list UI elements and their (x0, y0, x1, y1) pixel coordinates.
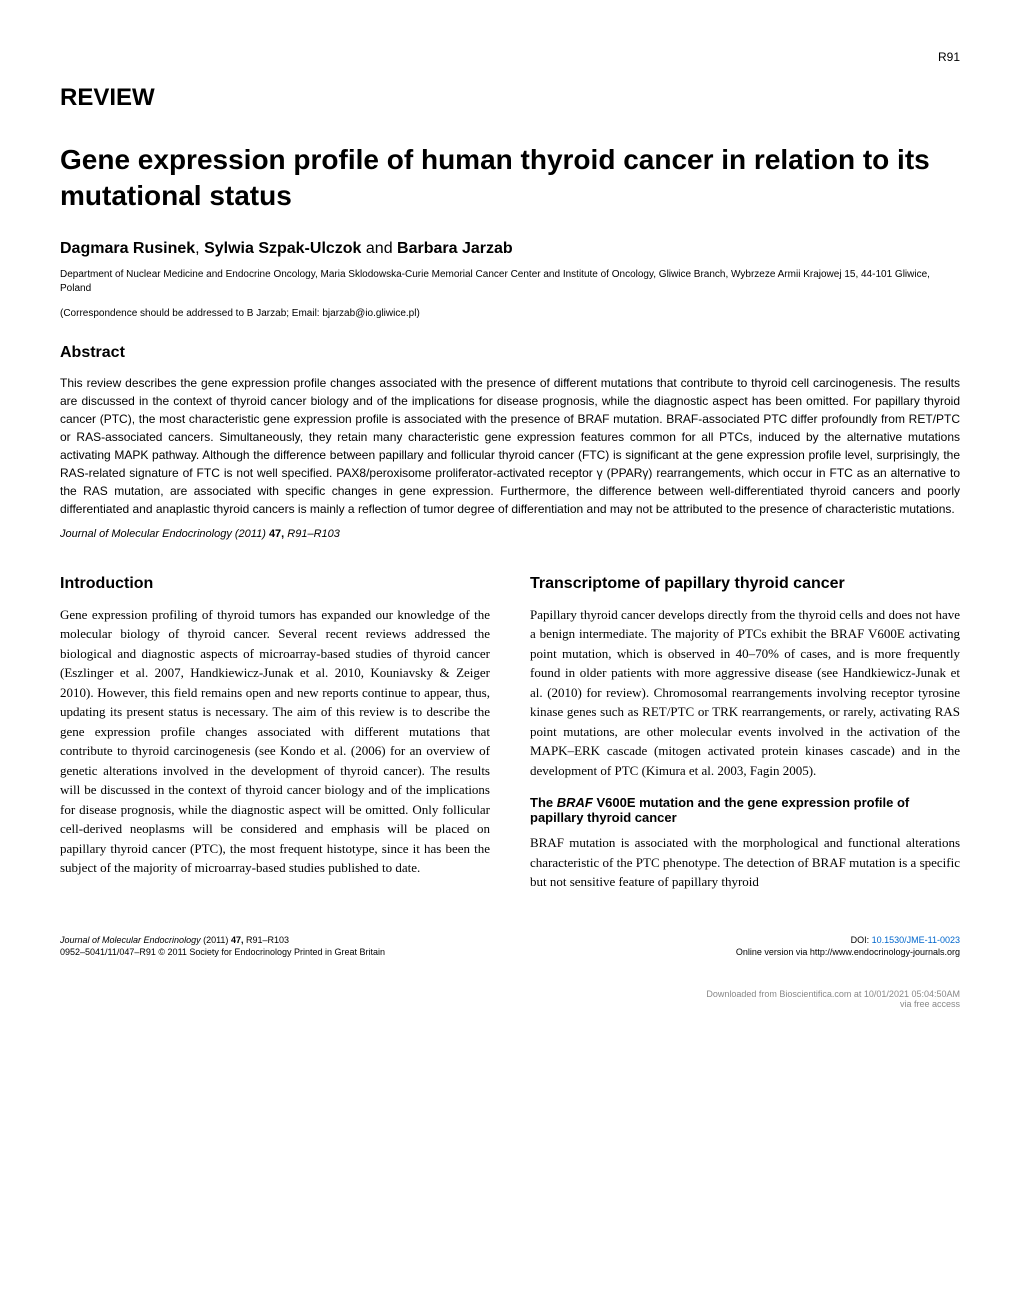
left-column: Introduction Gene expression profiling o… (60, 575, 490, 904)
footer-citation: Journal of Molecular Endocrinology (2011… (60, 934, 385, 947)
download-line1: Downloaded from Bioscientifica.com at 10… (60, 989, 960, 999)
footer-doi-link[interactable]: 10.1530/JME-11-0023 (872, 935, 960, 945)
journal-citation: Journal of Molecular Endocrinology (2011… (60, 528, 960, 540)
author-2: Sylwia Szpak-Ulczok (204, 240, 361, 257)
journal-pages: R91–R103 (287, 528, 340, 540)
author-3: Barbara Jarzab (397, 240, 513, 257)
abstract-heading: Abstract (60, 344, 960, 362)
transcriptome-heading: Transcriptome of papillary thyroid cance… (530, 575, 960, 593)
authors-line: Dagmara Rusinek, Sylwia Szpak-Ulczok and… (60, 240, 960, 258)
footer-journal: Journal of Molecular Endocrinology (60, 935, 201, 945)
download-line2: via free access (60, 999, 960, 1009)
page-footer: Journal of Molecular Endocrinology (2011… (60, 934, 960, 959)
introduction-text: Gene expression profiling of thyroid tum… (60, 605, 490, 878)
correspondence: (Correspondence should be addressed to B… (60, 308, 960, 319)
braf-heading-gene: BRAF (557, 795, 593, 810)
footer-pages: R91–R103 (243, 935, 289, 945)
footer-right: DOI: 10.1530/JME-11-0023 Online version … (736, 934, 960, 959)
braf-text: BRAF mutation is associated with the mor… (530, 833, 960, 892)
footer-doi-prefix: DOI: (851, 935, 872, 945)
body-columns: Introduction Gene expression profiling o… (60, 575, 960, 904)
footer-doi-line: DOI: 10.1530/JME-11-0023 (736, 934, 960, 947)
journal-volume: 47, (269, 528, 284, 540)
download-note: Downloaded from Bioscientifica.com at 10… (60, 989, 960, 1009)
journal-year: (2011) (235, 528, 266, 540)
author-1: Dagmara Rusinek (60, 240, 195, 257)
journal-name: Journal of Molecular Endocrinology (60, 528, 232, 540)
article-title: Gene expression profile of human thyroid… (60, 142, 960, 215)
introduction-heading: Introduction (60, 575, 490, 593)
article-type: REVIEW (60, 84, 960, 112)
right-column: Transcriptome of papillary thyroid cance… (530, 575, 960, 904)
braf-heading-prefix: The (530, 795, 557, 810)
affiliation: Department of Nuclear Medicine and Endoc… (60, 268, 960, 296)
author-sep: , (195, 240, 204, 257)
footer-copyright: 0952–5041/11/047–R91 © 2011 Society for … (60, 946, 385, 959)
author-connector: and (361, 240, 397, 257)
transcriptome-text: Papillary thyroid cancer develops direct… (530, 605, 960, 781)
braf-heading: The BRAF V600E mutation and the gene exp… (530, 795, 960, 825)
footer-online-version: Online version via http://www.endocrinol… (736, 946, 960, 959)
abstract-text: This review describes the gene expressio… (60, 374, 960, 518)
footer-year: (2011) (201, 935, 231, 945)
footer-left: Journal of Molecular Endocrinology (2011… (60, 934, 385, 959)
page-number: R91 (60, 50, 960, 64)
footer-vol: 47, (231, 935, 244, 945)
